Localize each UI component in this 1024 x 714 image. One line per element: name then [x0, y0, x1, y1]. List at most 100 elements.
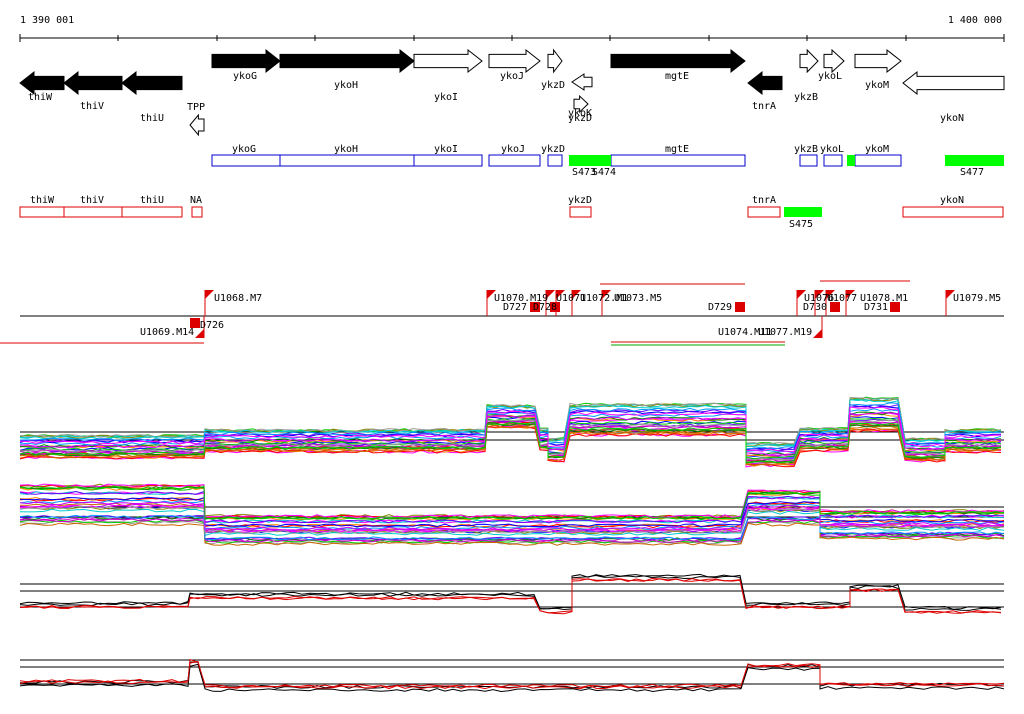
feature-flag-head: [572, 290, 581, 299]
gene-arrow: [854, 48, 902, 74]
profile-line: [19, 399, 1002, 448]
gene-arrow: [547, 48, 563, 74]
profile-line: [19, 663, 1005, 693]
labels: 1 390 001 1 400 000 thiW thiV thiU TPP ykoG yko…: [20, 15, 1002, 338]
feature-label: D729: [708, 302, 732, 313]
operon-label: ykoN: [940, 195, 964, 206]
profile-line: [19, 406, 1002, 453]
gene-label: ykoJ: [500, 71, 524, 82]
profile-line: [19, 505, 1005, 535]
feature-label: U1069.M14: [140, 327, 194, 338]
profile-line: [19, 516, 1005, 542]
transcript-box: [211, 154, 281, 167]
transcript-box: [854, 154, 902, 167]
feature-flag-head: [813, 329, 822, 338]
gene-label: ykoG: [233, 71, 257, 82]
gene-label: thiV: [80, 101, 104, 112]
transcript-box: [799, 154, 818, 167]
operon-box: [19, 206, 65, 218]
segment-label: S473: [572, 167, 596, 178]
gene-arrow: [488, 48, 541, 74]
ruler: [19, 34, 1005, 42]
profile-line: [19, 514, 1005, 541]
transcript-box: [823, 154, 843, 167]
profile-line: [19, 417, 1002, 460]
transcript-box: [488, 154, 541, 167]
operon-label: NA: [190, 195, 202, 206]
transcript-label: ykzD: [541, 144, 565, 155]
gene-arrow: [279, 48, 415, 74]
transcript-label: ykoL: [820, 144, 844, 155]
operon-box: [121, 206, 183, 218]
feature-flag-head: [556, 290, 565, 299]
gene-label: ykoK: [568, 108, 592, 119]
segment-box: [847, 155, 855, 166]
feature-box: [550, 302, 560, 312]
feature-flag-head: [797, 290, 806, 299]
profile-line: [19, 412, 1002, 457]
gene-label: ykoM: [865, 80, 889, 91]
operon-label: thiV: [80, 195, 104, 206]
gene-arrow: [413, 48, 483, 74]
profile-line: [19, 660, 1005, 690]
feature-box: [530, 302, 540, 312]
profile-line: [19, 504, 1005, 533]
feature-box: [190, 318, 200, 328]
gene-label: thiW: [28, 92, 53, 103]
gene-arrow: [121, 70, 183, 96]
feature-flag-head: [195, 329, 204, 338]
profile-line: [19, 483, 1005, 519]
transcript-box: [547, 154, 563, 167]
profile-line: [19, 485, 1005, 520]
feature-label: U1078.M1: [860, 293, 908, 304]
feature-flag-head: [546, 290, 555, 299]
profile-line: [19, 486, 1005, 521]
gene-arrow: [189, 113, 205, 137]
profile-line: [19, 402, 1001, 450]
feature-flag-head: [602, 290, 611, 299]
feature-label: U1073.M5: [614, 293, 662, 304]
operon-label: thiU: [140, 195, 164, 206]
profile-line: [19, 658, 1005, 688]
profile-line: [19, 499, 1005, 530]
transcript-label: ykoJ: [501, 144, 525, 155]
profile-line: [19, 574, 1002, 611]
gene-label: ykoH: [334, 80, 358, 91]
transcript-box: [279, 154, 415, 167]
gene-label: thiU: [140, 113, 164, 124]
profile-line: [19, 490, 1005, 524]
feature-label: U1068.M7: [214, 293, 262, 304]
gene-arrow: [902, 70, 1005, 96]
profile-line: [19, 422, 1002, 464]
feature-box: [890, 302, 900, 312]
profile-line: [19, 519, 1005, 544]
profile-line: [19, 420, 1002, 462]
gene-label: tnrA: [752, 101, 776, 112]
feature-label: U1076: [804, 293, 834, 304]
profile-line: [19, 396, 1002, 445]
operon-box: [747, 206, 781, 218]
transcript-label: ykoM: [865, 144, 889, 155]
tracks: [0, 48, 1005, 693]
feature-label: D730: [803, 302, 827, 313]
gene-label: ykoI: [434, 92, 458, 103]
gene-label: ykzB: [794, 92, 818, 103]
feature-label: U1072.M1: [580, 293, 628, 304]
profile-line: [19, 411, 1002, 457]
gene-arrow: [747, 70, 783, 96]
profile-line: [19, 416, 1002, 458]
profile-line: [19, 424, 1002, 466]
transcript-box: [610, 154, 746, 167]
profile-line: [19, 508, 1005, 537]
operon-label: tnrA: [752, 195, 776, 206]
feature-label: U1079.M5: [953, 293, 1001, 304]
gene-label: ykzD: [568, 113, 592, 124]
profile-line: [19, 426, 1002, 468]
transcript-label: ykzB: [794, 144, 818, 155]
gene-arrow: [799, 48, 819, 74]
transcript-label: mgtE: [665, 144, 689, 155]
operon-segment-box: [784, 207, 822, 217]
profile-line: [19, 418, 1002, 461]
transcript-label: ykoH: [334, 144, 358, 155]
